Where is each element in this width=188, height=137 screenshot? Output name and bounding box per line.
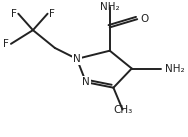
Text: N: N	[73, 54, 81, 64]
Text: CH₃: CH₃	[113, 105, 132, 115]
Text: NH₂: NH₂	[165, 64, 184, 73]
Text: O: O	[141, 14, 149, 24]
Text: NH₂: NH₂	[100, 2, 120, 12]
Text: F: F	[3, 39, 9, 49]
Text: F: F	[11, 9, 17, 19]
Text: N: N	[82, 77, 90, 87]
Text: F: F	[49, 9, 55, 19]
